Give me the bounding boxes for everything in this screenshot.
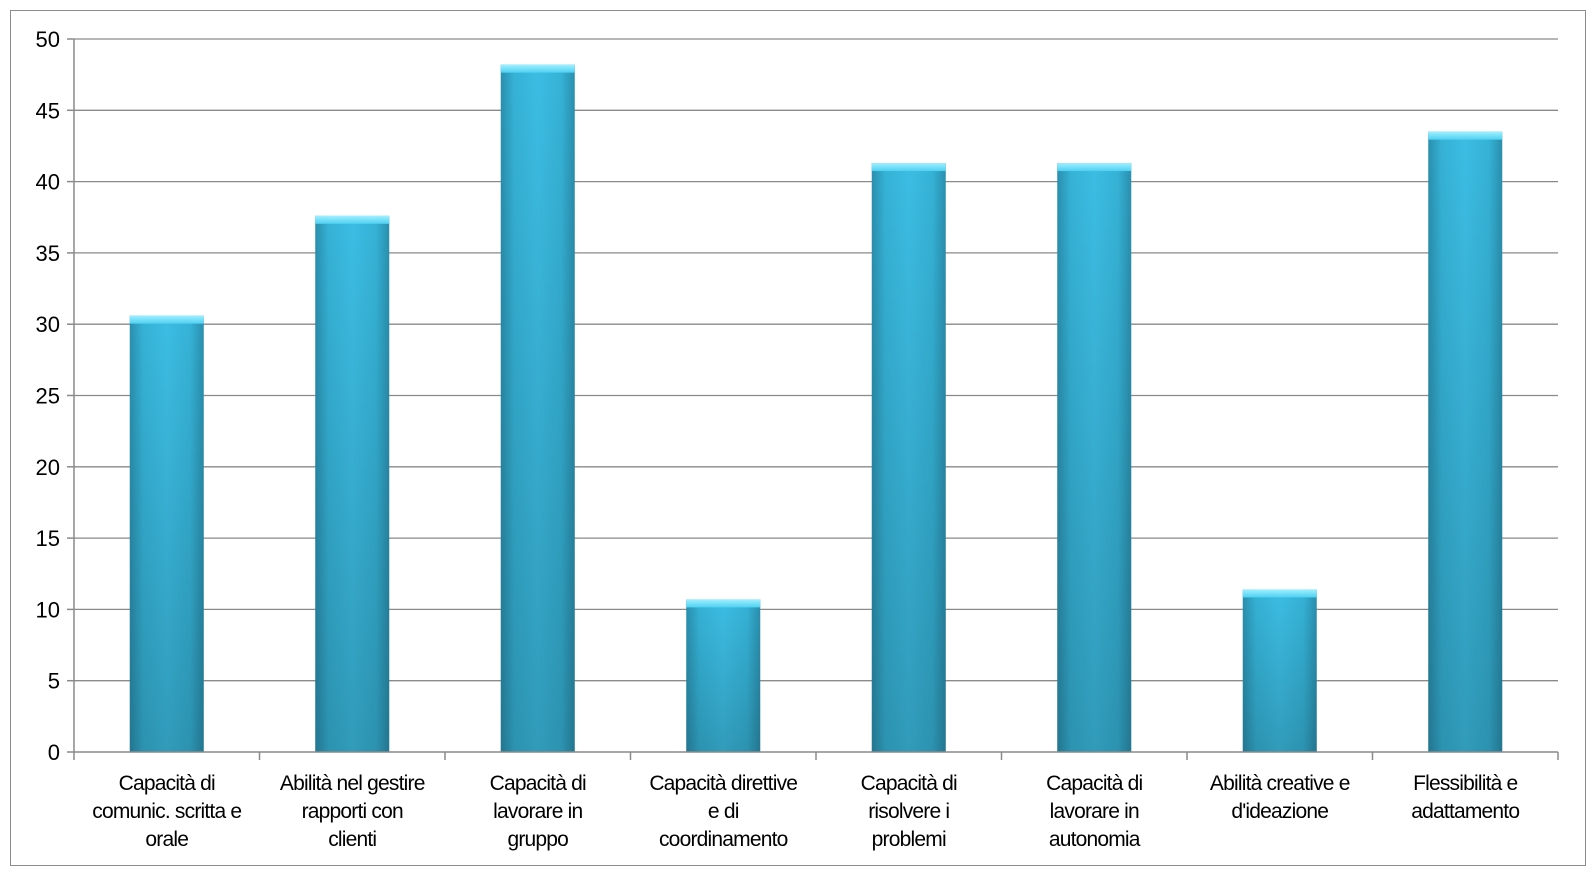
bar-top-cap (871, 163, 946, 172)
chart-frame (10, 10, 1586, 866)
bar-shading (1428, 131, 1503, 752)
x-category-label-line: autonomia (1049, 828, 1141, 851)
x-category-label-line: Capacità di (1046, 772, 1142, 795)
bar-top-cap (686, 599, 761, 608)
x-category-label-line: Abilità nel gestire (280, 772, 425, 795)
x-category-label-line: Capacità di (861, 772, 957, 795)
bar (1242, 589, 1317, 752)
bar-shading (1242, 589, 1317, 752)
y-axis-tick-labels: 0 5 10 15 20 25 30 35 40 45 50 (36, 27, 74, 765)
bar (871, 163, 946, 752)
bar-shading (500, 64, 575, 753)
y-tick-label: 25 (36, 384, 60, 409)
y-tick-label: 50 (36, 27, 60, 52)
bar (686, 599, 761, 752)
x-category-label-line: Abilità creative e (1210, 772, 1350, 795)
bars (129, 64, 1503, 753)
bar (1057, 163, 1132, 752)
x-category-label-line: rapporti con (302, 800, 403, 823)
bar-top-cap (1428, 131, 1503, 140)
y-tick-label: 0 (48, 740, 60, 765)
bar-top-cap (1242, 589, 1317, 598)
bar-shading (315, 215, 390, 753)
x-category-label: Abilità nel gestire rapporti con clienti (280, 772, 425, 851)
x-category-label-line: gruppo (507, 828, 568, 851)
bar-shading (686, 599, 761, 752)
x-category-label-line: e di (708, 800, 739, 823)
bar-shading (871, 163, 946, 752)
x-category-label-line: comunic. scritta e (92, 800, 241, 823)
bar (1428, 131, 1503, 752)
x-category-label: Capacità di comunic. scritta e orale (92, 772, 241, 851)
y-tick-label: 30 (36, 312, 60, 337)
x-category-label-line: Capacità direttive (649, 772, 797, 795)
x-category-label-line: risolvere i (868, 800, 949, 823)
x-category-label: Capacità di lavorare in gruppo (490, 772, 586, 851)
bar (500, 64, 575, 753)
x-category-label: Abilità creative e d'ideazione (1210, 772, 1350, 823)
bar-shading (129, 315, 204, 752)
gridlines (74, 38, 1558, 682)
bar (315, 215, 390, 753)
x-category-label-line: orale (145, 828, 188, 851)
y-tick-label: 35 (36, 241, 60, 266)
x-category-label: Capacità direttive e di coordinamento (649, 772, 797, 851)
bar-shading (1057, 163, 1132, 752)
x-category-label-line: d'ideazione (1231, 800, 1328, 823)
axes (73, 39, 1559, 760)
bar-top-cap (1057, 163, 1132, 172)
x-category-label-line: Capacità di (119, 772, 215, 795)
x-category-label-line: problemi (872, 828, 946, 851)
y-tick-label: 15 (36, 526, 60, 551)
bar (129, 315, 204, 752)
x-category-label-line: Capacità di (490, 772, 586, 795)
x-axis-category-labels: Capacità di comunic. scritta e orale Abilit… (92, 772, 1520, 851)
y-tick-label: 20 (36, 455, 60, 480)
x-category-label: Capacità di lavorare in autonomia (1046, 772, 1142, 851)
bar-top-cap (315, 215, 390, 224)
x-category-label-line: lavorare in (493, 800, 582, 823)
x-category-label: Flessibilità e adattamento (1411, 772, 1519, 823)
x-category-label-line: coordinamento (659, 828, 788, 851)
y-tick-label: 45 (36, 98, 60, 123)
x-category-label-line: clienti (328, 828, 376, 851)
y-tick-label: 5 (48, 669, 60, 694)
x-category-label-line: lavorare in (1050, 800, 1139, 823)
x-category-label: Capacità di risolvere i problemi (861, 772, 957, 851)
x-category-label-line: adattamento (1411, 800, 1519, 823)
x-category-label-line: Flessibilità e (1413, 772, 1517, 795)
y-tick-label: 10 (36, 597, 60, 622)
bar-top-cap (500, 64, 575, 73)
y-tick-label: 40 (36, 170, 60, 195)
bar-top-cap (129, 315, 204, 324)
